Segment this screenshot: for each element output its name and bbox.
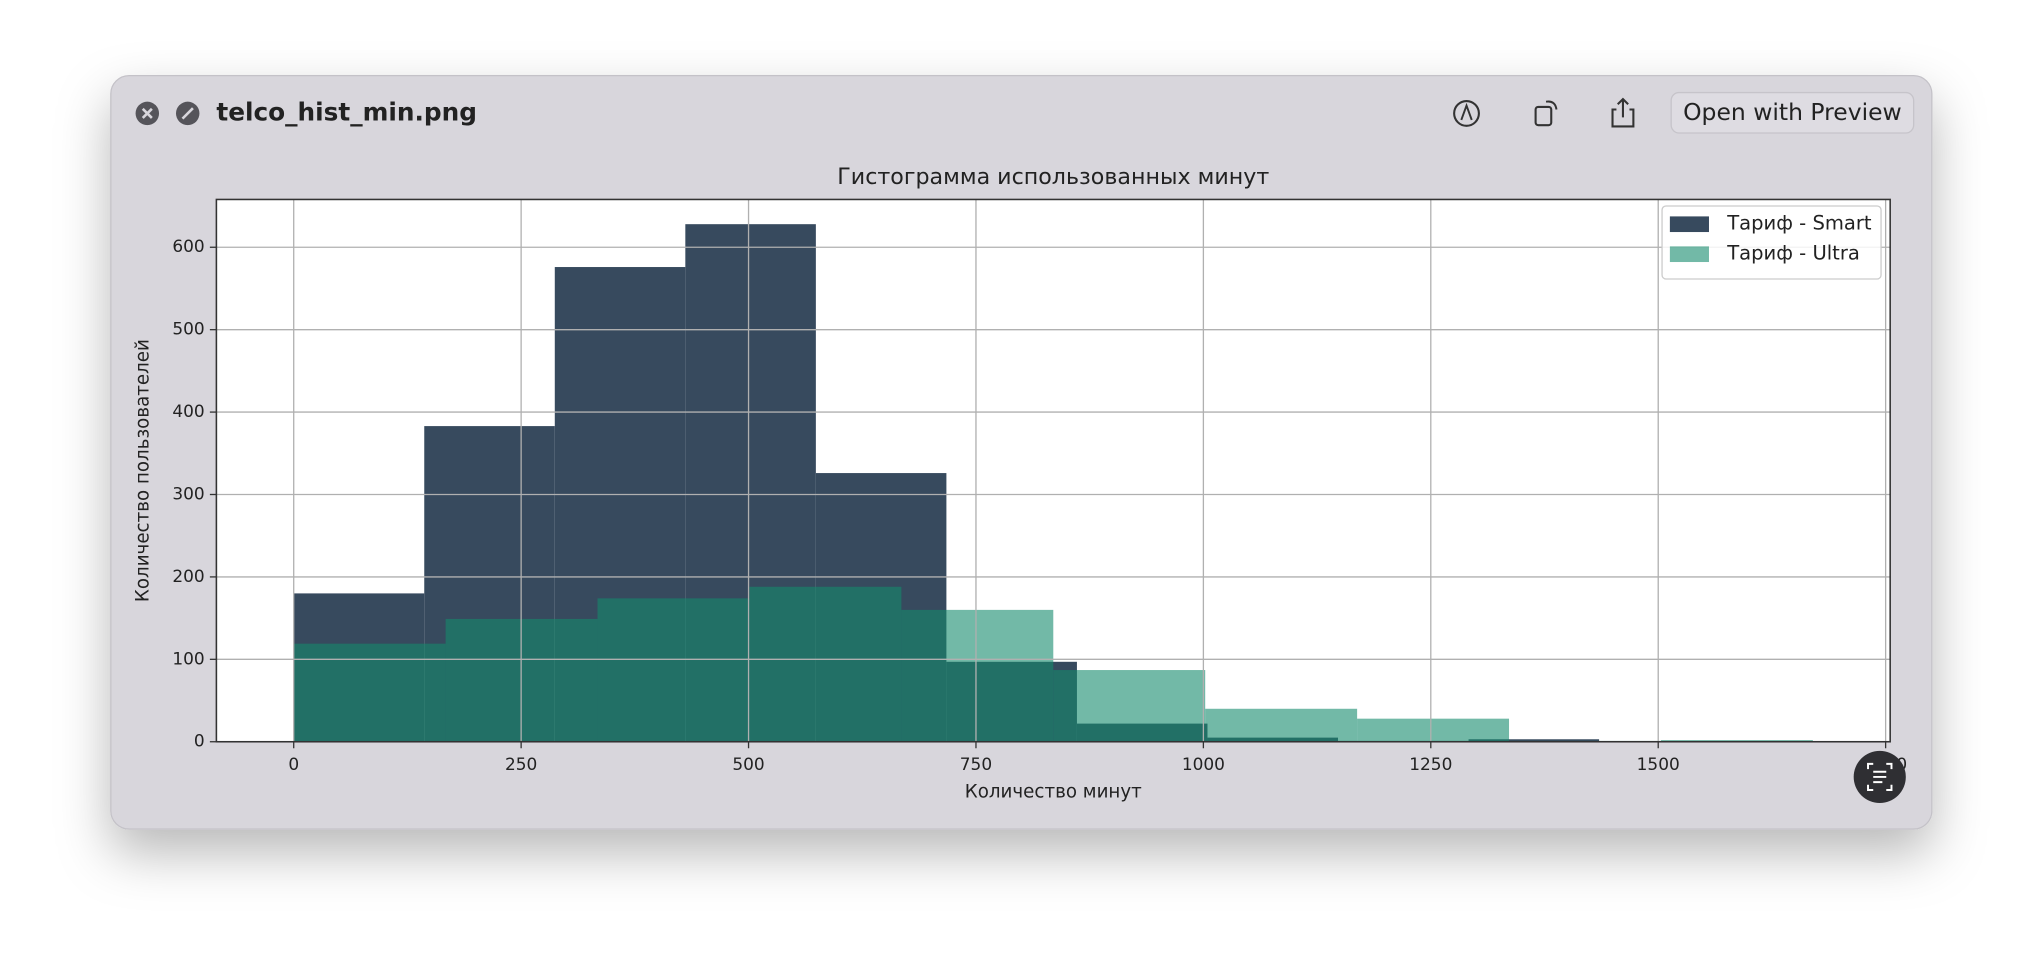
histogram-bar [1660, 740, 1813, 742]
chart: 0250500750100012501500175001002003004005… [132, 164, 1907, 803]
window-title: telco_hist_min.png [216, 97, 477, 126]
x-axis-label: Количество минут [965, 782, 1142, 803]
histogram-bar [901, 609, 1054, 742]
close-button[interactable] [135, 101, 160, 126]
plot-frame [215, 198, 1891, 743]
y-tick-label: 600 [172, 236, 204, 256]
x-tick-label: 1500 [1637, 754, 1680, 774]
histogram-bar [597, 598, 750, 742]
y-tick-label: 100 [172, 648, 204, 668]
legend-swatch [1669, 216, 1709, 233]
x-tick-label: 250 [505, 754, 537, 774]
y-tick-label: 500 [172, 319, 204, 339]
histogram-bar [1205, 708, 1358, 742]
y-tick-label: 0 [194, 731, 205, 751]
x-tick-label: 750 [960, 754, 992, 774]
x-tick-label: 0 [288, 754, 299, 774]
histogram-bar [749, 586, 902, 742]
open-with-preview-button[interactable]: Open with Preview [1670, 91, 1915, 134]
histogram-bar [1468, 739, 1600, 742]
y-tick-label: 400 [172, 401, 204, 421]
button-label: Open with Preview [1683, 98, 1902, 126]
legend-label: Тариф - Ultra [1726, 242, 1860, 265]
y-tick-label: 200 [172, 566, 204, 586]
x-tick-label: 1250 [1409, 754, 1452, 774]
histogram-bar [1053, 670, 1206, 742]
fullscreen-button[interactable] [175, 101, 200, 126]
rotate-button[interactable] [1534, 100, 1558, 127]
histogram-bar [293, 643, 446, 742]
legend-swatch [1669, 246, 1709, 263]
live-text-button[interactable] [1853, 750, 1906, 804]
x-tick-label: 1000 [1182, 754, 1225, 774]
share-button[interactable] [1611, 97, 1635, 128]
y-axis-label: Количество пользователей [132, 339, 153, 602]
y-tick-label: 300 [172, 483, 204, 503]
legend-label: Тариф - Smart [1726, 212, 1872, 235]
histogram-bar [1357, 718, 1510, 742]
x-tick-label: 500 [732, 754, 764, 774]
chart-title: Гистограмма использованных минут [837, 164, 1269, 190]
markup-button[interactable] [1453, 99, 1480, 127]
legend-box [1661, 205, 1882, 280]
